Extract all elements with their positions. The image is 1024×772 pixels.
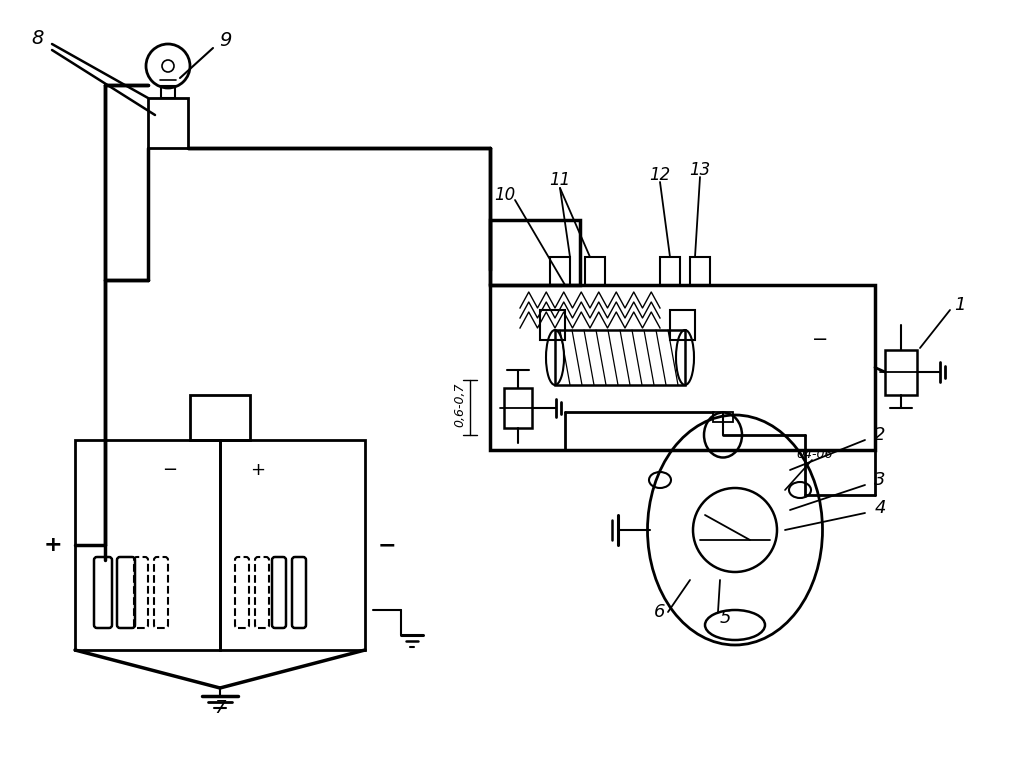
Bar xyxy=(75,440,220,650)
Bar xyxy=(220,440,365,650)
Text: −: − xyxy=(163,461,177,479)
Text: 8: 8 xyxy=(32,29,44,48)
Bar xyxy=(555,330,685,385)
Text: 11: 11 xyxy=(549,171,570,189)
Text: +: + xyxy=(44,535,62,555)
Bar xyxy=(490,285,874,450)
Bar xyxy=(585,257,605,285)
Text: 12: 12 xyxy=(649,166,671,184)
Text: 3: 3 xyxy=(874,471,886,489)
Text: 4: 4 xyxy=(874,499,886,517)
Bar xyxy=(504,388,532,428)
Text: 2: 2 xyxy=(874,426,886,444)
Text: 6: 6 xyxy=(654,603,666,621)
Text: +: + xyxy=(251,461,265,479)
Text: −: − xyxy=(378,535,396,555)
Text: −: − xyxy=(812,330,828,350)
Bar xyxy=(885,350,918,395)
Bar xyxy=(540,310,565,340)
Text: 7: 7 xyxy=(214,699,225,717)
Bar xyxy=(490,220,580,285)
Text: 9: 9 xyxy=(219,31,231,49)
Text: 13: 13 xyxy=(689,161,711,179)
Text: 5: 5 xyxy=(719,609,731,627)
Bar xyxy=(690,257,710,285)
Text: 0,6-0,7: 0,6-0,7 xyxy=(454,383,467,427)
Bar xyxy=(161,86,175,98)
Text: 04-06: 04-06 xyxy=(797,449,834,462)
Bar xyxy=(670,310,695,340)
Text: 1: 1 xyxy=(954,296,966,314)
Bar xyxy=(660,257,680,285)
Bar xyxy=(713,412,733,422)
Bar xyxy=(550,257,570,285)
Text: 10: 10 xyxy=(495,186,516,204)
Bar xyxy=(148,98,188,148)
Bar xyxy=(190,395,250,440)
